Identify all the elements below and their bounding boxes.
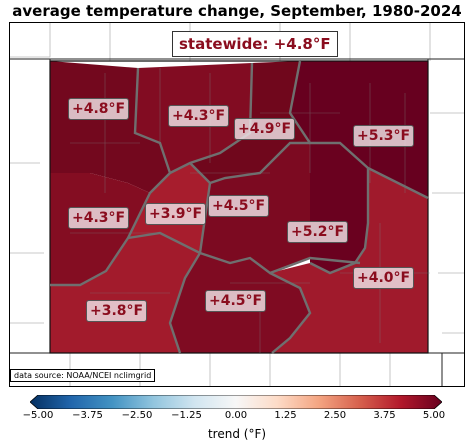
region-label-central: +4.5°F xyxy=(208,195,270,217)
region-northwest xyxy=(50,61,170,193)
region-label-southeast: +4.0°F xyxy=(353,267,415,289)
colorbar-tick-label: 0.00 xyxy=(224,410,248,421)
map-title: average temperature change, September, 1… xyxy=(12,2,462,20)
region-boundaries xyxy=(50,60,429,354)
state-outline xyxy=(49,60,429,354)
statewide-badge: statewide: +4.8°F xyxy=(172,31,338,57)
region-label-northwest: +4.8°F xyxy=(68,98,130,120)
region-label-northeast: +5.3°F xyxy=(353,125,415,147)
region-label-west: +4.3°F xyxy=(68,207,130,229)
map-frame: statewide: +4.8°F +4.8°F +4.3°F +4.9°F +… xyxy=(9,22,465,387)
colorbar-tick-label: 5.00 xyxy=(422,410,446,421)
region-label-north-central: +4.3°F xyxy=(168,105,230,127)
colorbar-tick-label: −3.75 xyxy=(72,410,103,421)
region-label-south-central: +4.5°F xyxy=(205,290,267,312)
region-label-north-central-east: +4.9°F xyxy=(234,118,296,140)
region-label-southwest: +3.8°F xyxy=(86,300,148,322)
region-label-central-west: +3.9°F xyxy=(145,203,207,225)
colorbar-bar xyxy=(30,395,442,409)
colorbar-tick-label: 2.50 xyxy=(323,410,347,421)
region-east-central xyxy=(310,143,368,273)
colorbar-tick-label: −2.50 xyxy=(121,410,153,421)
colorbar-tick-label: −5.00 xyxy=(22,410,54,421)
region-west xyxy=(50,173,150,285)
region-label-east-central: +5.2°F xyxy=(287,221,349,243)
colorbar xyxy=(30,395,442,409)
colorbar-tick-label: 3.75 xyxy=(373,410,396,421)
data-source-note: data source: NOAA/NCEI nclimgrid xyxy=(10,369,156,382)
colorbar-tick-label: −1.25 xyxy=(171,410,202,421)
colorbar-label: trend (°F) xyxy=(207,427,267,441)
region-southeast xyxy=(270,168,428,353)
colorbar-tick-label: 1.25 xyxy=(274,410,297,421)
colorbar-ticks: −5.00 −3.75 −2.50 −1.25 0.00 1.25 2.50 3.75 5.00 xyxy=(0,410,474,426)
